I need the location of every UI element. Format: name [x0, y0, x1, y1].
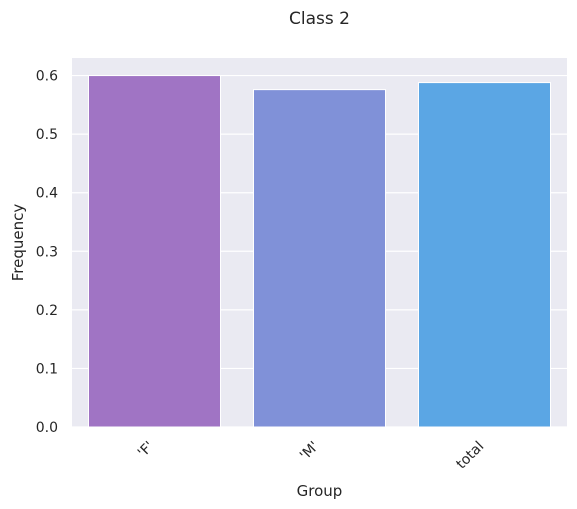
y-axis-ticks: 0.0 0.1 0.2 0.3 0.4 0.5 0.6	[36, 69, 58, 436]
y-axis-label: Frequency	[9, 204, 27, 282]
y-tick-label: 0.6	[36, 69, 58, 85]
y-tick-label: 0.3	[36, 244, 58, 260]
x-axis-label: Group	[297, 482, 343, 500]
x-axis-ticks: 'F' 'M' total	[135, 439, 487, 473]
x-tick-label: 'M'	[297, 439, 322, 464]
y-tick-label: 0.2	[36, 303, 58, 319]
chart-title: Class 2	[289, 9, 350, 29]
y-tick-label: 0.4	[36, 186, 58, 202]
y-tick-label: 0.0	[36, 420, 58, 436]
y-tick-label: 0.5	[36, 127, 58, 143]
bar	[253, 89, 386, 428]
bar	[418, 82, 551, 428]
bar	[88, 75, 221, 428]
x-tick-label: 'F'	[135, 439, 157, 461]
y-tick-label: 0.1	[36, 361, 58, 377]
bars-group	[88, 75, 551, 428]
x-tick-label: total	[453, 439, 487, 473]
